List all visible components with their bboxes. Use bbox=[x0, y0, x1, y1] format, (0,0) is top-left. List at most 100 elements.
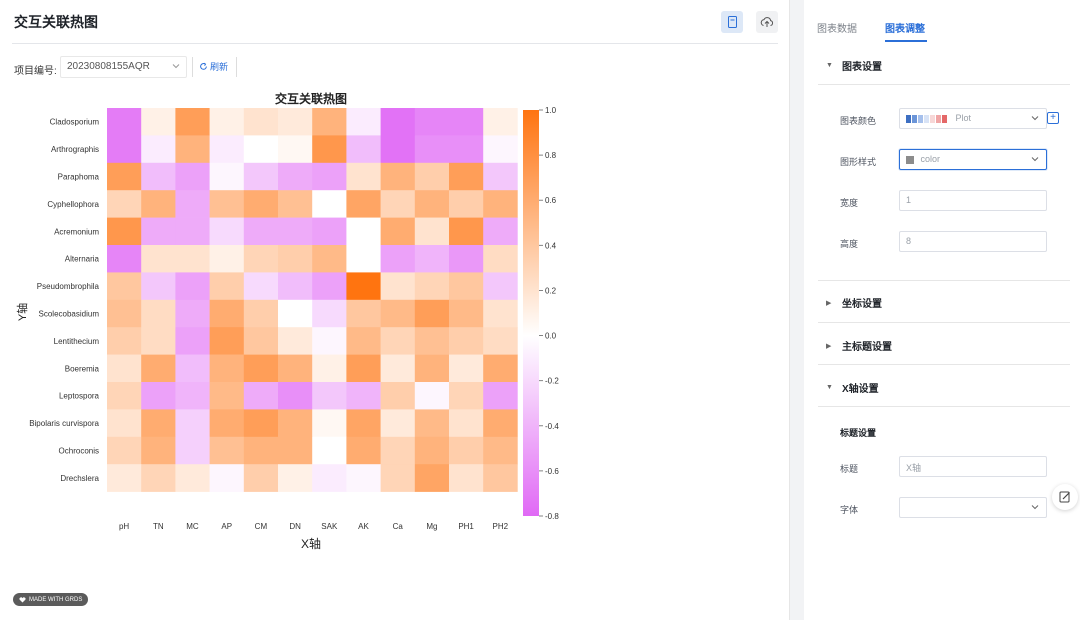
heatmap-cell bbox=[175, 409, 210, 438]
section-divider bbox=[818, 280, 1070, 281]
tab-chart-data[interactable]: 图表数据 bbox=[817, 24, 857, 35]
heatmap-cell bbox=[346, 436, 381, 465]
heatmap-cell bbox=[141, 217, 176, 246]
shape-select[interactable]: color bbox=[899, 149, 1047, 170]
add-palette-button[interactable]: + bbox=[1047, 112, 1059, 124]
document-icon bbox=[727, 16, 737, 28]
heatmap-cell bbox=[278, 108, 313, 136]
heatmap-cell bbox=[175, 436, 210, 465]
caret-down-icon: ▼ bbox=[826, 384, 833, 391]
section-divider bbox=[818, 364, 1070, 365]
section-chart-settings[interactable]: ▼ 图表设置 bbox=[826, 58, 882, 73]
heatmap-cell bbox=[107, 162, 142, 191]
font-select[interactable] bbox=[899, 497, 1047, 518]
width-input[interactable]: 1 bbox=[899, 190, 1047, 211]
x-tick-label: AK bbox=[358, 522, 369, 531]
heatmap-cell bbox=[380, 217, 416, 246]
x-tick-label: AP bbox=[221, 522, 232, 531]
upload-button[interactable] bbox=[756, 11, 778, 33]
heatmap-cell bbox=[209, 272, 245, 301]
active-tab-indicator bbox=[885, 40, 927, 42]
heatmap-cell bbox=[141, 108, 176, 136]
cloud-upload-icon bbox=[760, 17, 774, 27]
heatmap-cell bbox=[483, 299, 518, 328]
section-x-axis-settings[interactable]: ▼ X轴设置 bbox=[826, 380, 879, 395]
heatmap-cell bbox=[449, 382, 484, 410]
heatmap-cell bbox=[414, 464, 450, 492]
heatmap-cell bbox=[449, 409, 484, 438]
document-button[interactable] bbox=[721, 11, 743, 33]
heatmap-cell bbox=[278, 299, 313, 328]
x-tick-label: SAK bbox=[321, 522, 338, 531]
section-main-title-settings-label: 主标题设置 bbox=[842, 342, 892, 353]
heatmap-cell bbox=[414, 436, 450, 465]
heatmap-cell bbox=[107, 135, 142, 164]
heatmap-cell bbox=[483, 354, 518, 383]
tab-chart-adjust[interactable]: 图表调整 bbox=[885, 24, 925, 35]
heatmap-cell bbox=[107, 436, 142, 465]
palette-value: Plot bbox=[955, 113, 972, 123]
heatmap-cell bbox=[278, 217, 313, 246]
edit-note-button[interactable] bbox=[1052, 484, 1078, 510]
toolbar-divider bbox=[236, 57, 237, 77]
heatmap-cell bbox=[380, 382, 416, 410]
section-main-title-settings[interactable]: ▶ 主标题设置 bbox=[826, 338, 892, 353]
palette-label: 图表颜色 bbox=[840, 116, 877, 126]
height-value: 8 bbox=[906, 236, 912, 246]
x-title-label: 标题 bbox=[840, 464, 859, 474]
heatmap-cell bbox=[449, 245, 484, 273]
heatmap-cell bbox=[483, 135, 518, 164]
y-tick-label: Arthrographis bbox=[51, 145, 99, 154]
width-value: 1 bbox=[906, 195, 912, 205]
heatmap-cell bbox=[449, 272, 484, 301]
project-label: 项目编号: bbox=[14, 66, 57, 77]
section-divider bbox=[818, 406, 1070, 407]
heatmap-cell bbox=[414, 382, 450, 410]
heatmap-cell bbox=[175, 162, 210, 191]
heart-icon bbox=[19, 596, 26, 602]
heatmap-cell bbox=[141, 272, 176, 301]
toolbar-divider bbox=[192, 57, 193, 77]
title-settings-subheading: 标题设置 bbox=[840, 428, 877, 438]
refresh-button[interactable]: 刷新 bbox=[199, 60, 228, 73]
heatmap-cell bbox=[449, 436, 484, 465]
heatmap-cell bbox=[483, 409, 518, 438]
colorbar-tick-label: 0.2 bbox=[545, 286, 557, 295]
heatmap-cell bbox=[380, 245, 416, 273]
page-title: 交互关联热图 bbox=[14, 14, 98, 30]
x-tick-label: CM bbox=[255, 522, 268, 531]
heatmap-cell bbox=[209, 464, 245, 492]
heatmap-cell bbox=[141, 464, 176, 492]
heatmap-cell bbox=[141, 135, 176, 164]
heatmap-cell bbox=[312, 135, 347, 164]
section-axis-settings[interactable]: ▶ 坐标设置 bbox=[826, 295, 882, 310]
heatmap-cell bbox=[209, 190, 245, 218]
palette-select[interactable]: Plot bbox=[899, 108, 1047, 129]
heatmap-cell bbox=[380, 272, 416, 301]
heatmap-cell bbox=[449, 217, 484, 246]
project-select-value: 20230808155AQR bbox=[67, 61, 150, 72]
heatmap-cell bbox=[107, 190, 142, 218]
heatmap-cell bbox=[278, 272, 313, 301]
heatmap-cell bbox=[175, 217, 210, 246]
heatmap-cell bbox=[278, 190, 313, 218]
heatmap-cell bbox=[312, 327, 347, 355]
heatmap-cell bbox=[380, 464, 416, 492]
heatmap-chart: 交互关联热图 Cladosporium Arthrographis Paraphom… bbox=[15, 91, 559, 551]
heatmap-cell bbox=[346, 190, 381, 218]
x-title-input[interactable]: X轴 bbox=[899, 456, 1047, 477]
x-tick-label: MC bbox=[186, 522, 199, 531]
heatmap-cell bbox=[449, 108, 484, 136]
project-select[interactable]: 20230808155AQR bbox=[60, 56, 187, 78]
heatmap-cell bbox=[243, 190, 279, 218]
heatmap-cell bbox=[312, 108, 347, 136]
heatmap-cell bbox=[175, 354, 210, 383]
heatmap-cell bbox=[175, 135, 210, 164]
heatmap-cell bbox=[483, 217, 518, 246]
heatmap-cell bbox=[346, 272, 381, 301]
heatmap-cell bbox=[175, 190, 210, 218]
y-tick-label: Paraphoma bbox=[58, 173, 100, 182]
heatmap-cell bbox=[209, 217, 245, 246]
heatmap-cell bbox=[107, 245, 142, 273]
height-input[interactable]: 8 bbox=[899, 231, 1047, 252]
